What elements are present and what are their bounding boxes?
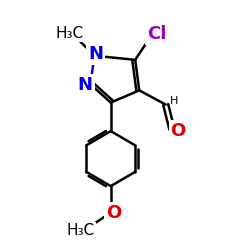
Text: H₃C: H₃C bbox=[56, 26, 84, 41]
Text: N: N bbox=[88, 45, 103, 63]
Text: O: O bbox=[106, 204, 122, 222]
Text: H: H bbox=[170, 96, 178, 106]
Text: Cl: Cl bbox=[147, 25, 166, 43]
Text: O: O bbox=[170, 122, 186, 140]
Text: N: N bbox=[78, 76, 93, 94]
Text: H₃C: H₃C bbox=[66, 224, 94, 238]
